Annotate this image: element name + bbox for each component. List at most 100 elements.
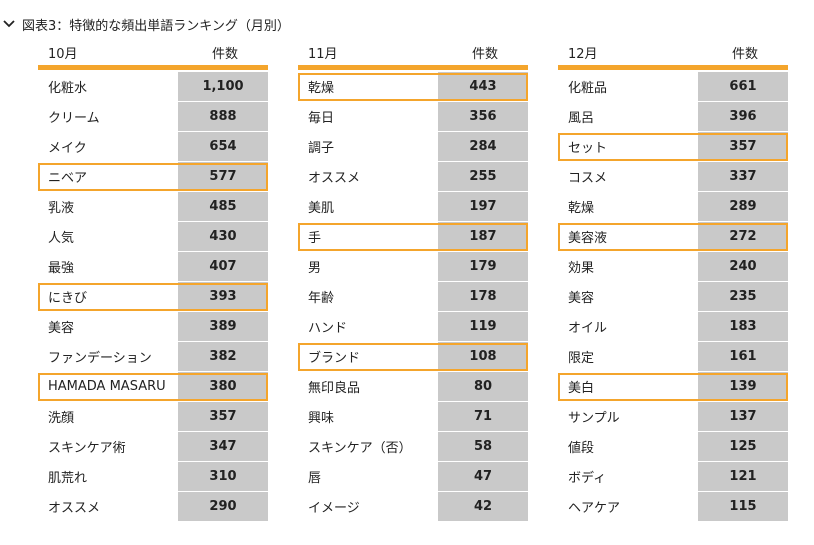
word-cell: 興味: [308, 411, 335, 426]
word-cell: 乾燥: [308, 81, 335, 96]
count-header: 件数: [731, 47, 758, 62]
word-cell: 効果: [568, 261, 595, 276]
word-cell: クリーム: [48, 111, 100, 126]
table-row: 毎日 356: [298, 102, 528, 132]
month-header: 10月: [48, 47, 78, 62]
table-header: 11月 件数: [298, 40, 528, 70]
word-cell: オススメ: [48, 501, 101, 516]
table-row: 化粧水 1,100: [38, 72, 268, 102]
count-cell: 255: [438, 162, 528, 191]
count-cell: 179: [438, 252, 528, 281]
word-cell: 美容: [48, 321, 75, 336]
table-row: 美容液 272: [558, 222, 788, 252]
count-cell: 197: [438, 192, 528, 221]
count-cell: 389: [178, 312, 268, 341]
table-row: 効果 240: [558, 252, 788, 282]
word-cell: 洗顔: [48, 411, 75, 426]
table-row: コスメ 337: [558, 162, 788, 192]
count-cell: 356: [438, 102, 528, 131]
word-cell: ハンド: [308, 321, 348, 336]
word-cell: 無印良品: [308, 381, 361, 396]
word-cell: 毎日: [308, 111, 335, 126]
table-row: 手 187: [298, 222, 528, 252]
word-cell: ブランド: [308, 351, 361, 366]
table-row: 興味 71: [298, 402, 528, 432]
word-cell: ファンデーション: [48, 351, 152, 366]
count-cell: 337: [698, 162, 788, 191]
table-row: スキンケア術 347: [38, 432, 268, 462]
table-row: 無印良品 80: [298, 372, 528, 402]
word-cell: 化粧水: [48, 81, 88, 96]
table-row: にきび 393: [38, 282, 268, 312]
table-header: 12月 件数: [558, 40, 788, 70]
word-cell: ボディ: [568, 471, 607, 486]
count-cell: 310: [178, 462, 268, 491]
table-body: 化粧品 661 風呂 396 セット 357 コスメ 337 乾燥 289 美容液 272 効果 240 美…: [558, 72, 788, 522]
table-row: 男 179: [298, 252, 528, 282]
word-cell: 年齢: [308, 291, 335, 306]
word-cell: 風呂: [568, 111, 595, 126]
count-cell: 407: [178, 252, 268, 281]
count-cell: 115: [698, 492, 788, 521]
count-header: 件数: [471, 47, 498, 62]
word-cell: メイク: [48, 141, 87, 156]
count-cell: 121: [698, 462, 788, 491]
ranking-table-november: 11月 件数 乾燥 443 毎日 356 調子 284 オススメ 255 美肌 197 手 187 男 1…: [298, 40, 528, 522]
month-header: 12月: [568, 47, 598, 62]
table-row: ハンド 119: [298, 312, 528, 342]
count-cell: 382: [178, 342, 268, 371]
word-cell: 化粧品: [568, 81, 608, 96]
count-cell: 357: [698, 132, 788, 161]
table-row: ファンデーション 382: [38, 342, 268, 372]
word-cell: 手: [308, 231, 322, 246]
table-row: 洗顔 357: [38, 402, 268, 432]
word-cell: ニベア: [48, 171, 88, 186]
table-row: 乳液 485: [38, 192, 268, 222]
count-cell: 240: [698, 252, 788, 281]
count-cell: 654: [178, 132, 268, 161]
count-cell: 183: [698, 312, 788, 341]
count-cell: 272: [698, 222, 788, 251]
count-cell: 380: [178, 372, 268, 401]
table-row: 限定 161: [558, 342, 788, 372]
word-cell: にきび: [48, 291, 88, 306]
ranking-table-october: 10月 件数 化粧水 1,100 クリーム 888 メイク 654 ニベア 577 乳液 485 人…: [38, 40, 268, 522]
word-cell: ヘアケア: [568, 501, 621, 516]
count-cell: 347: [178, 432, 268, 461]
word-cell: 男: [308, 261, 322, 276]
table-row: 最強 407: [38, 252, 268, 282]
table-row: 化粧品 661: [558, 72, 788, 102]
count-cell: 289: [698, 192, 788, 221]
word-cell: HAMADA MASARU: [48, 379, 166, 394]
table-row: オススメ 255: [298, 162, 528, 192]
table-row: ボディ 121: [558, 462, 788, 492]
word-cell: 乾燥: [568, 201, 595, 216]
count-cell: 119: [438, 312, 528, 341]
word-cell: セット: [568, 141, 608, 156]
table-body: 乾燥 443 毎日 356 調子 284 オススメ 255 美肌 197 手 187 男 179 年齢 178…: [298, 72, 528, 522]
table-row: イメージ 42: [298, 492, 528, 522]
table-row: 乾燥 289: [558, 192, 788, 222]
count-cell: 430: [178, 222, 268, 251]
count-cell: 71: [438, 402, 528, 431]
table-row: 肌荒れ 310: [38, 462, 268, 492]
chevron-down-icon[interactable]: [2, 17, 16, 31]
table-row: 美容 235: [558, 282, 788, 312]
count-cell: 42: [438, 492, 528, 521]
count-cell: 290: [178, 492, 268, 521]
word-cell: オススメ: [308, 171, 361, 186]
word-cell: オイル: [568, 321, 608, 336]
word-cell: イメージ: [308, 501, 360, 516]
table-row: ヘアケア 115: [558, 492, 788, 522]
table-row: オススメ 290: [38, 492, 268, 522]
table-row: サンプル 137: [558, 402, 788, 432]
count-cell: 58: [438, 432, 528, 461]
table-header: 10月 件数: [38, 40, 268, 70]
table-row: 値段 125: [558, 432, 788, 462]
word-cell: 唇: [308, 471, 322, 486]
count-cell: 284: [438, 132, 528, 161]
table-row: セット 357: [558, 132, 788, 162]
word-cell: 美容: [568, 291, 595, 306]
count-cell: 1,100: [178, 72, 268, 101]
count-cell: 357: [178, 402, 268, 431]
